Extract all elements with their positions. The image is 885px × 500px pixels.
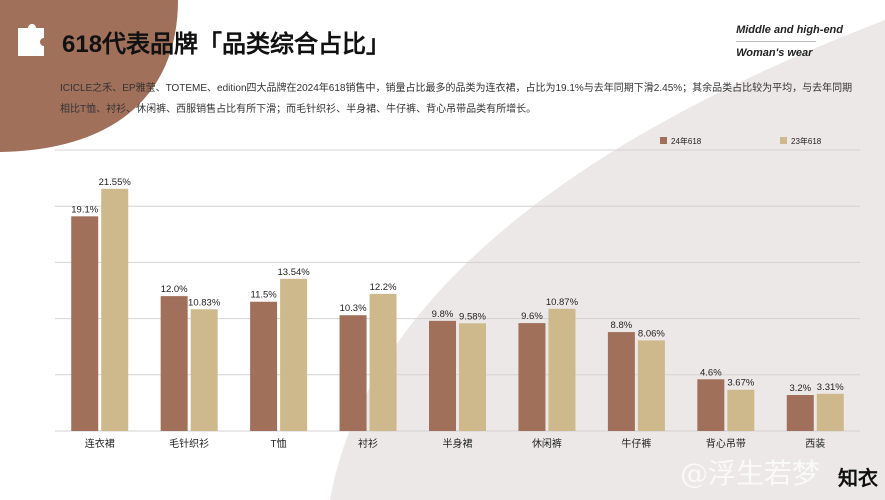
category-label: 休闲裤: [532, 437, 562, 450]
category-label: 西装: [805, 437, 825, 450]
bar-24: [697, 379, 725, 431]
data-label: 10.3%: [340, 303, 367, 314]
background-brown-circle: [0, 0, 178, 152]
data-label: 3.31%: [817, 382, 844, 393]
bar-24: [607, 332, 635, 431]
data-label: 13.54%: [277, 267, 310, 278]
data-label: 10.87%: [546, 297, 579, 308]
legend-swatch: [660, 137, 667, 144]
bar-23: [727, 389, 755, 431]
bar-24: [339, 315, 367, 431]
data-label: 8.06%: [638, 328, 665, 339]
data-label: 8.8%: [611, 320, 633, 331]
category-label: 毛针织衫: [169, 437, 209, 450]
legend-label: 23年618: [791, 136, 822, 146]
bar-24: [160, 296, 188, 431]
bar-23: [459, 323, 486, 431]
data-label: 12.0%: [161, 284, 188, 295]
data-label: 3.67%: [727, 378, 754, 389]
bar-24: [71, 216, 99, 431]
category-label: T恤: [271, 437, 287, 450]
category-label: 半身裙: [443, 437, 473, 450]
bar-24: [250, 301, 278, 431]
data-label: 4.6%: [700, 367, 722, 378]
category-label: 背心吊带: [706, 437, 746, 450]
tagline-line1: Middle and high-end: [736, 24, 843, 36]
category-label: 连衣裙: [85, 437, 115, 450]
puzzle-icon: [18, 24, 44, 56]
description: ICICLE之禾、EP雅莹、TOTEME、edition四大品牌在2024年61…: [60, 83, 853, 115]
data-label: 19.1%: [71, 204, 98, 215]
page-title: 618代表品牌「品类综合占比」: [62, 31, 391, 58]
data-label: 10.83%: [188, 297, 221, 308]
tagline-line2: Woman's wear: [736, 47, 813, 59]
bar-23: [280, 278, 308, 431]
tagline-divider: [736, 41, 817, 42]
bar-23: [816, 393, 844, 431]
legend-label: 24年618: [671, 136, 702, 146]
data-label: 11.5%: [250, 290, 277, 301]
data-label: 9.58%: [459, 311, 486, 322]
data-label: 9.6%: [521, 311, 543, 322]
legend-swatch: [780, 137, 787, 144]
category-label: 衬衫: [358, 437, 378, 450]
bar-23: [548, 308, 576, 431]
bar-24: [786, 395, 814, 431]
bar-23: [101, 188, 129, 431]
tagline: Middle and high-end Woman's wear: [736, 20, 843, 63]
bar-23: [637, 340, 665, 431]
data-label: 21.55%: [99, 177, 132, 188]
category-label: 牛仔裤: [621, 437, 651, 450]
data-label: 12.2%: [370, 282, 397, 293]
bar-23: [190, 309, 218, 431]
logo: 知衣: [838, 468, 878, 490]
data-label: 3.2%: [789, 383, 811, 394]
bar-24: [429, 320, 456, 431]
watermark: @浮生若梦: [680, 457, 821, 490]
bar-23: [369, 293, 397, 431]
bar-24: [518, 323, 546, 431]
data-label: 9.8%: [432, 309, 454, 320]
